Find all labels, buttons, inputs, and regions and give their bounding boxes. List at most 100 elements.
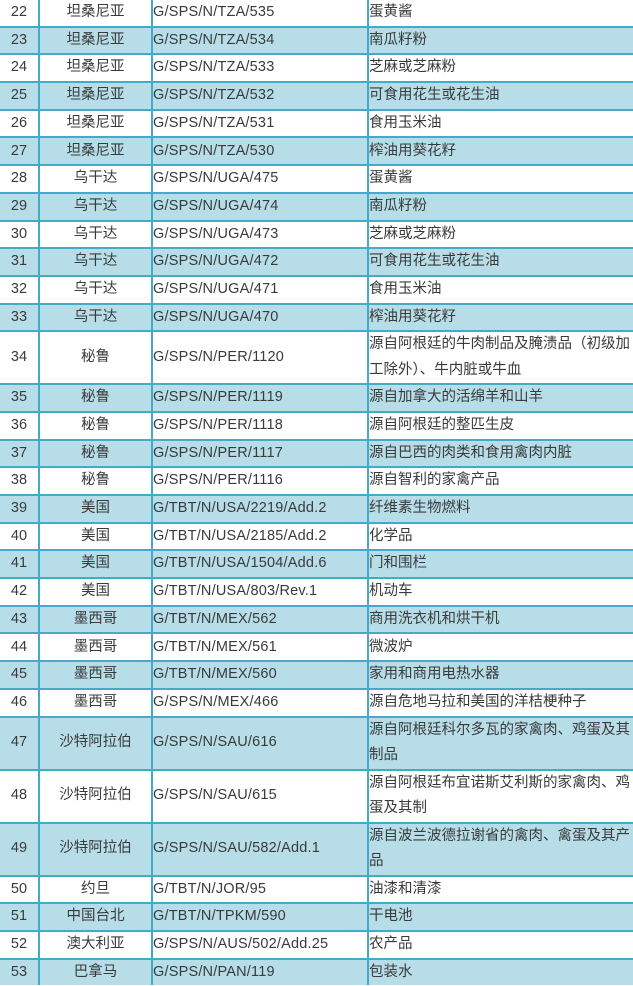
description-cell: 榨油用葵花籽 (367, 136, 633, 167)
country-cell: 美国 (38, 521, 153, 552)
description-cell: 蛋黄酱 (367, 0, 633, 28)
country-cell: 墨西哥 (38, 604, 153, 635)
table-row: 43 墨西哥 G/TBT/N/MEX/562 商用洗衣机和烘干机 (0, 604, 633, 635)
description-cell: 油漆和清漆 (367, 874, 633, 905)
row-number: 22 (0, 0, 40, 28)
country-cell: 乌干达 (38, 302, 153, 333)
description-cell: 源自加拿大的活绵羊和山羊 (367, 383, 633, 413)
code-cell: G/SPS/N/UGA/470 (151, 302, 369, 333)
code-cell: G/TBT/N/USA/2185/Add.2 (151, 521, 369, 552)
row-number: 23 (0, 25, 40, 56)
country-cell: 坦桑尼亚 (38, 25, 153, 56)
code-cell: G/SPS/N/TZA/532 (151, 81, 369, 111)
description-cell: 南瓜籽粉 (367, 25, 633, 56)
description-cell: 门和围栏 (367, 549, 633, 580)
country-cell: 坦桑尼亚 (38, 53, 153, 84)
country-cell: 秘鲁 (38, 383, 153, 413)
row-number: 37 (0, 438, 40, 469)
table-row: 24 坦桑尼亚 G/SPS/N/TZA/533 芝麻或芝麻粉 (0, 53, 633, 84)
code-cell: G/SPS/N/PER/1116 (151, 466, 369, 496)
row-number: 46 (0, 687, 40, 718)
country-cell: 乌干达 (38, 164, 153, 194)
country-cell: 坦桑尼亚 (38, 0, 153, 28)
table-row: 45 墨西哥 G/TBT/N/MEX/560 家用和商用电热水器 (0, 660, 633, 690)
code-cell: G/SPS/N/TZA/533 (151, 53, 369, 84)
table-row: 32 乌干达 G/SPS/N/UGA/471 食用玉米油 (0, 274, 633, 305)
row-number: 40 (0, 521, 40, 552)
row-number: 52 (0, 929, 40, 960)
table-row: 49 沙特阿拉伯 G/SPS/N/SAU/582/Add.1 源自波兰波德拉谢省的禽肉… (0, 821, 633, 877)
table-row: 30 乌干达 G/SPS/N/UGA/473 芝麻或芝麻粉 (0, 219, 633, 250)
description-cell: 微波炉 (367, 632, 633, 663)
description-cell: 农产品 (367, 929, 633, 960)
description-cell: 可食用花生或花生油 (367, 247, 633, 277)
row-number: 41 (0, 549, 40, 580)
row-number: 26 (0, 108, 40, 139)
description-cell: 食用玉米油 (367, 108, 633, 139)
table-row: 28 乌干达 G/SPS/N/UGA/475 蛋黄酱 (0, 164, 633, 194)
country-cell: 坦桑尼亚 (38, 81, 153, 111)
description-cell: 纤维素生物燃料 (367, 494, 633, 524)
code-cell: G/TBT/N/MEX/560 (151, 660, 369, 690)
row-number: 35 (0, 383, 40, 413)
country-cell: 沙特阿拉伯 (38, 768, 153, 824)
country-cell: 澳大利亚 (38, 929, 153, 960)
description-cell: 源自危地马拉和美国的洋桔梗种子 (367, 687, 633, 718)
country-cell: 美国 (38, 577, 153, 607)
table-row: 47 沙特阿拉伯 G/SPS/N/SAU/616 源自阿根廷科尔多瓦的家禽肉、鸡蛋及其… (0, 715, 633, 771)
code-cell: G/SPS/N/TZA/534 (151, 25, 369, 56)
row-number: 31 (0, 247, 40, 277)
code-cell: G/TBT/N/USA/803/Rev.1 (151, 577, 369, 607)
row-number: 24 (0, 53, 40, 84)
table-row: 25 坦桑尼亚 G/SPS/N/TZA/532 可食用花生或花生油 (0, 81, 633, 111)
table-row: 33 乌干达 G/SPS/N/UGA/470 榨油用葵花籽 (0, 302, 633, 333)
table-row: 23 坦桑尼亚 G/SPS/N/TZA/534 南瓜籽粉 (0, 25, 633, 56)
table-row: 50 约旦 G/TBT/N/JOR/95 油漆和清漆 (0, 874, 633, 905)
country-cell: 秘鲁 (38, 438, 153, 469)
country-cell: 坦桑尼亚 (38, 136, 153, 167)
country-cell: 巴拿马 (38, 957, 153, 986)
description-cell: 芝麻或芝麻粉 (367, 53, 633, 84)
table-row: 31 乌干达 G/SPS/N/UGA/472 可食用花生或花生油 (0, 247, 633, 277)
code-cell: G/SPS/N/UGA/472 (151, 247, 369, 277)
description-cell: 源自阿根廷的牛肉制品及腌渍品（初级加工除外）、牛内脏或牛血 (367, 330, 633, 386)
country-cell: 沙特阿拉伯 (38, 821, 153, 877)
description-cell: 食用玉米油 (367, 274, 633, 305)
code-cell: G/SPS/N/UGA/471 (151, 274, 369, 305)
code-cell: G/SPS/N/PER/1117 (151, 438, 369, 469)
country-cell: 乌干达 (38, 274, 153, 305)
code-cell: G/SPS/N/PAN/119 (151, 957, 369, 986)
table-row: 27 坦桑尼亚 G/SPS/N/TZA/530 榨油用葵花籽 (0, 136, 633, 167)
description-cell: 可食用花生或花生油 (367, 81, 633, 111)
row-number: 27 (0, 136, 40, 167)
table-row: 36 秘鲁 G/SPS/N/PER/1118 源自阿根廷的整匹生皮 (0, 410, 633, 441)
table-row: 39 美国 G/TBT/N/USA/2219/Add.2 纤维素生物燃料 (0, 494, 633, 524)
table-row: 40 美国 G/TBT/N/USA/2185/Add.2 化学品 (0, 521, 633, 552)
code-cell: G/SPS/N/AUS/502/Add.25 (151, 929, 369, 960)
code-cell: G/SPS/N/MEX/466 (151, 687, 369, 718)
code-cell: G/TBT/N/JOR/95 (151, 874, 369, 905)
code-cell: G/SPS/N/PER/1119 (151, 383, 369, 413)
table-row: 35 秘鲁 G/SPS/N/PER/1119 源自加拿大的活绵羊和山羊 (0, 383, 633, 413)
description-cell: 商用洗衣机和烘干机 (367, 604, 633, 635)
code-cell: G/SPS/N/SAU/616 (151, 715, 369, 771)
row-number: 33 (0, 302, 40, 333)
country-cell: 美国 (38, 494, 153, 524)
table-row: 22 坦桑尼亚 G/SPS/N/TZA/535 蛋黄酱 (0, 0, 633, 28)
row-number: 38 (0, 466, 40, 496)
row-number: 28 (0, 164, 40, 194)
description-cell: 蛋黄酱 (367, 164, 633, 194)
table-row: 29 乌干达 G/SPS/N/UGA/474 南瓜籽粉 (0, 191, 633, 222)
code-cell: G/SPS/N/TZA/535 (151, 0, 369, 28)
description-cell: 源自阿根廷科尔多瓦的家禽肉、鸡蛋及其制品 (367, 715, 633, 771)
row-number: 30 (0, 219, 40, 250)
code-cell: G/SPS/N/UGA/474 (151, 191, 369, 222)
description-cell: 南瓜籽粉 (367, 191, 633, 222)
table-row: 26 坦桑尼亚 G/SPS/N/TZA/531 食用玉米油 (0, 108, 633, 139)
code-cell: G/SPS/N/SAU/582/Add.1 (151, 821, 369, 877)
table-row: 41 美国 G/TBT/N/USA/1504/Add.6 门和围栏 (0, 549, 633, 580)
row-number: 29 (0, 191, 40, 222)
code-cell: G/SPS/N/SAU/615 (151, 768, 369, 824)
